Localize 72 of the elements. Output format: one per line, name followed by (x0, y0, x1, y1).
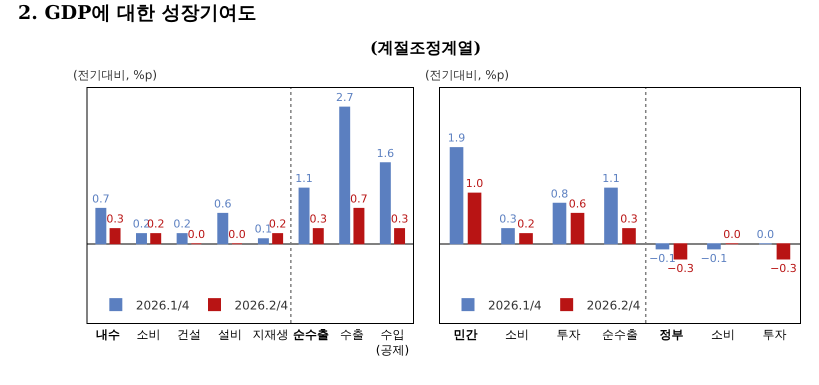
data-label: 0.0 (723, 228, 741, 241)
x-tick-label: 정부 (659, 327, 684, 342)
x-tick-label: 민간 (454, 327, 478, 342)
data-label: 0.0 (756, 228, 774, 241)
x-tick-label: 소비 (505, 327, 530, 342)
y-axis-title: (전기대비, %p) (73, 68, 158, 82)
bar (622, 228, 636, 244)
data-label: 0.7 (350, 192, 368, 206)
x-tick-label: 소비 (136, 327, 161, 342)
bar (217, 212, 228, 244)
chart-title: 2. GDP에 대한 성장기여도 (18, 2, 257, 24)
data-label: 0.3 (106, 212, 124, 226)
bar (776, 243, 790, 260)
data-label: 0.6 (568, 197, 586, 210)
data-label: 2.7 (336, 91, 354, 104)
legend-label: 2026.1/4 (488, 298, 542, 312)
bar (468, 192, 482, 244)
x-tick-label: 지재생 (252, 327, 289, 342)
bar (312, 228, 324, 244)
bar (380, 162, 391, 244)
data-label: −0.1 (700, 252, 728, 265)
legend-label: 2026.2/4 (586, 298, 640, 312)
bar (450, 147, 464, 244)
bar (353, 208, 364, 244)
bar (604, 188, 618, 244)
bar (707, 243, 721, 250)
data-label: 0.3 (620, 212, 638, 226)
bar (150, 233, 162, 244)
bar (501, 228, 515, 244)
x-tick-label: 수입(공제) (376, 327, 410, 357)
data-label: 1.0 (466, 177, 484, 190)
data-label: 1.6 (376, 146, 394, 160)
legend-label: 2026.1/4 (136, 298, 190, 312)
x-tick-label: 내수 (96, 327, 120, 342)
x-tick-label: 순수출 (602, 327, 638, 342)
data-label: 0.2 (517, 218, 535, 231)
x-tick-label: 투자 (762, 327, 786, 342)
x-tick-label: 투자 (556, 327, 581, 342)
bar (394, 228, 406, 244)
bar (95, 208, 106, 244)
data-label: 1.9 (448, 132, 466, 145)
data-label: 0.3 (499, 212, 517, 226)
bar (656, 243, 670, 250)
bar (339, 106, 350, 244)
bar (258, 238, 269, 244)
y-axis-title: (전기대비, %p) (425, 68, 510, 82)
bar (176, 233, 188, 244)
x-tick-label: 건설 (177, 327, 202, 342)
x-tick-label: 설비 (218, 327, 242, 342)
bar (298, 188, 310, 244)
data-label: 0.8 (550, 187, 568, 200)
data-label: 1.1 (295, 172, 313, 186)
x-tick-label: 순수출 (293, 327, 330, 342)
data-label: 0.6 (214, 197, 232, 210)
x-tick-label: 수출 (340, 327, 364, 342)
chart-subtitle: (계절조정계열) (370, 38, 482, 57)
data-label: 1.1 (602, 172, 620, 186)
data-label: 0.3 (310, 212, 328, 226)
bar (272, 233, 284, 244)
bar (674, 243, 688, 260)
bar (552, 202, 566, 244)
data-label: 0.0 (228, 228, 246, 241)
data-label: 0.2 (268, 218, 286, 231)
bar (136, 233, 147, 244)
bar (110, 228, 121, 244)
bar (570, 212, 584, 244)
x-tick-label: 소비 (710, 327, 735, 342)
data-label: 0.3 (390, 212, 408, 226)
bar (519, 233, 533, 244)
data-label: 0.7 (92, 192, 110, 206)
data-label: −0.3 (770, 262, 797, 275)
legend-label: 2026.2/4 (234, 298, 288, 312)
